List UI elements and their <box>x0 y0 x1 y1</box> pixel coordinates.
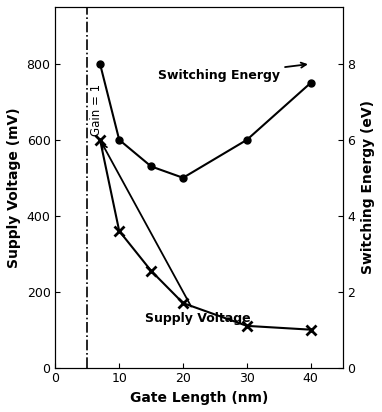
Text: Supply Voltage: Supply Voltage <box>102 144 250 325</box>
Y-axis label: Switching Energy (eV): Switching Energy (eV) <box>361 100 375 274</box>
Y-axis label: Supply Voltage (mV): Supply Voltage (mV) <box>7 107 21 268</box>
Text: Gain = 1: Gain = 1 <box>90 83 103 136</box>
Text: Switching Energy: Switching Energy <box>157 63 306 82</box>
X-axis label: Gate Length (nm): Gate Length (nm) <box>130 391 268 405</box>
